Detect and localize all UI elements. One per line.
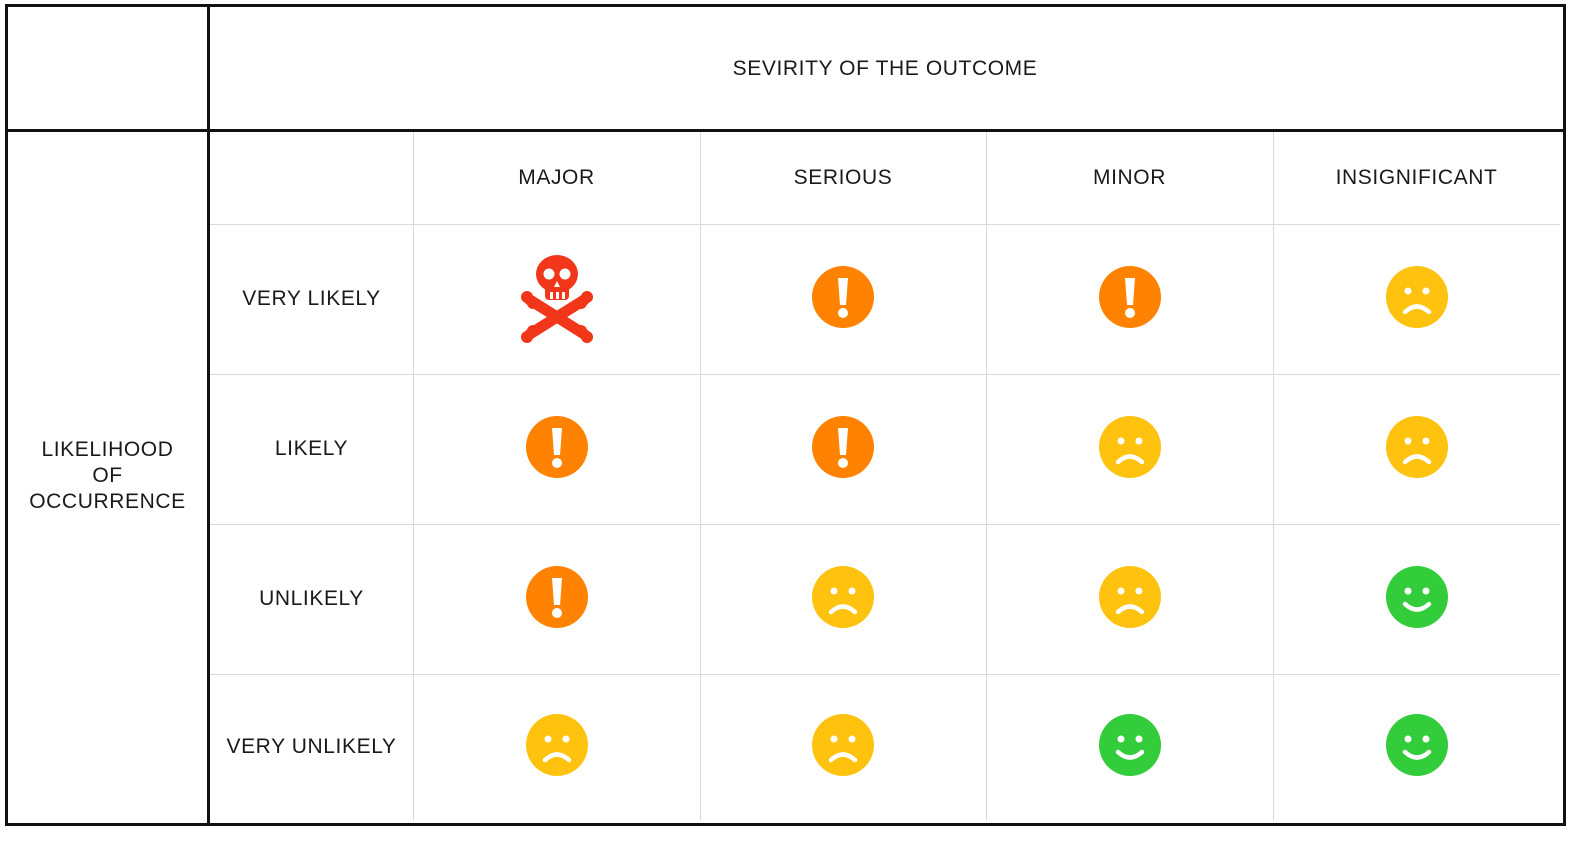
skull-crossbones-icon	[520, 254, 593, 344]
likelihood-title-line-1: LIKELIHOOD	[41, 438, 174, 461]
smiley-face-icon	[1385, 714, 1448, 776]
grid-line-horizontal	[210, 374, 1560, 375]
grid-line-vertical	[1273, 132, 1274, 820]
likelihood-title-line-3: OCCURRENCE	[29, 490, 186, 513]
risk-matrix-frame	[5, 4, 1566, 826]
exclamation-icon	[525, 566, 588, 628]
severity-title-text: SEVIRITY OF THE OUTCOME	[732, 56, 1038, 80]
exclamation-icon	[525, 416, 588, 478]
severity-header-label: MAJOR	[518, 166, 595, 189]
severity-header-major: MAJOR	[413, 132, 700, 224]
sad-face-icon	[812, 714, 874, 776]
severity-header-serious: SERIOUS	[700, 132, 986, 224]
likelihood-header-very-likely: VERY LIKELY	[210, 224, 413, 374]
exclamation-icon	[812, 266, 874, 328]
smiley-face-icon	[1385, 566, 1448, 628]
likelihood-header-very-unlikely: VERY UNLIKELY	[210, 674, 413, 820]
likelihood-header-likely: LIKELY	[210, 374, 413, 524]
likelihood-title: LIKELIHOOD OF OCCURRENCE	[8, 132, 207, 820]
divider-vertical	[207, 4, 210, 826]
grid-line-horizontal	[210, 224, 1560, 225]
divider-horizontal	[5, 129, 1566, 132]
grid-line-vertical	[986, 132, 987, 820]
severity-header-label: SERIOUS	[793, 166, 893, 189]
grid-line-horizontal	[210, 524, 1560, 525]
likelihood-header-label: VERY UNLIKELY	[226, 735, 397, 758]
likelihood-header-label: VERY LIKELY	[242, 287, 381, 310]
severity-title: SEVIRITY OF THE OUTCOME	[210, 8, 1560, 129]
sad-face-icon	[525, 714, 588, 776]
sad-face-icon	[1385, 266, 1448, 328]
likelihood-header-unlikely: UNLIKELY	[210, 524, 413, 674]
likelihood-header-label: LIKELY	[274, 437, 349, 460]
severity-header-insignificant: INSIGNIFICANT	[1273, 132, 1560, 224]
grid-line-horizontal	[210, 674, 1560, 675]
exclamation-icon	[812, 416, 874, 478]
grid-line-vertical	[413, 132, 414, 820]
grid-line-vertical	[700, 132, 701, 820]
sad-face-icon	[1385, 416, 1448, 478]
sad-face-icon	[1098, 566, 1161, 628]
severity-header-minor: MINOR	[986, 132, 1273, 224]
sad-face-icon	[812, 566, 874, 628]
exclamation-icon	[1098, 266, 1161, 328]
severity-header-label: INSIGNIFICANT	[1335, 166, 1498, 189]
likelihood-header-label: UNLIKELY	[259, 587, 364, 610]
likelihood-title-line-2: OF	[92, 464, 123, 487]
severity-header-label: MINOR	[1093, 166, 1166, 189]
sad-face-icon	[1098, 416, 1161, 478]
smiley-face-icon	[1098, 714, 1161, 776]
